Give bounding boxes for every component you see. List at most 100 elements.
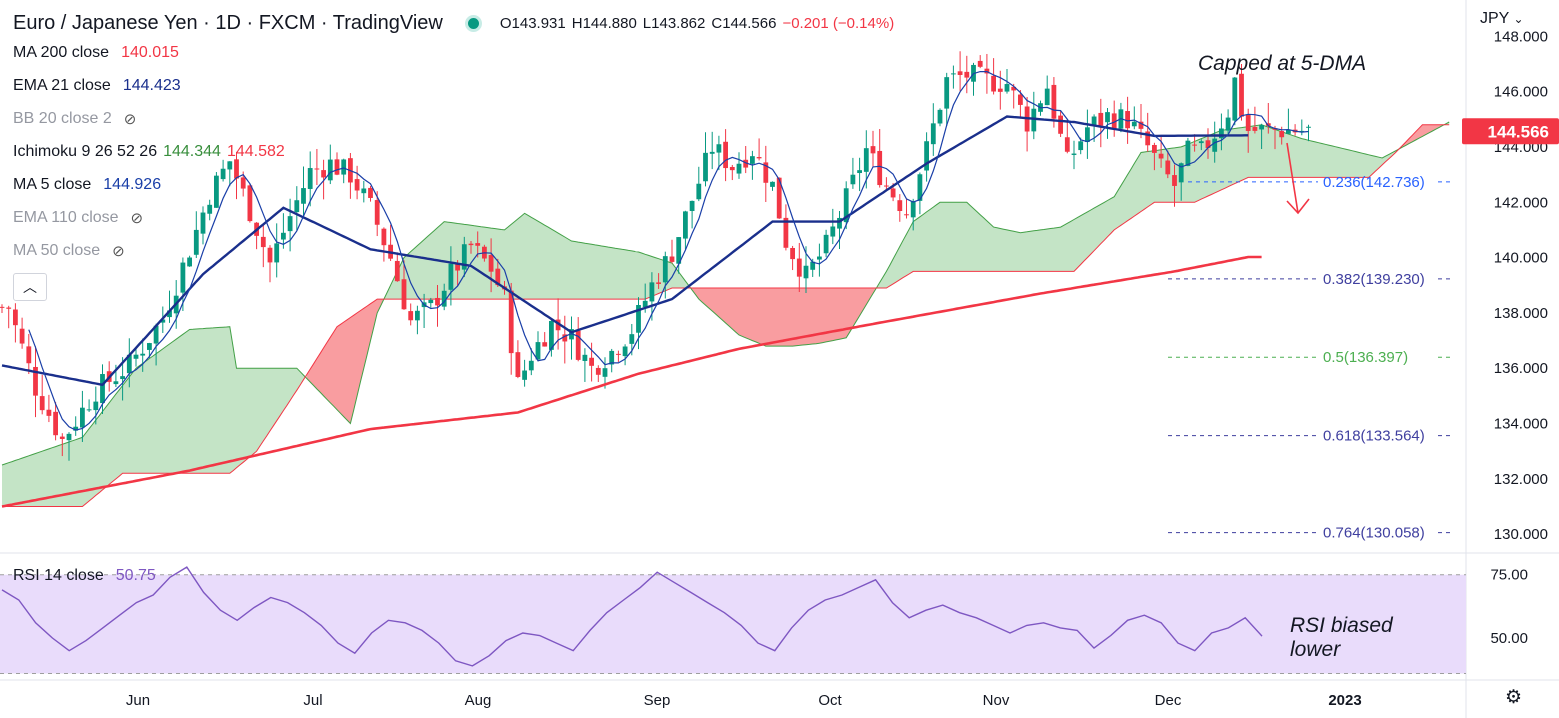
candle-bullish — [341, 159, 347, 175]
candle-bearish — [1145, 131, 1151, 146]
gear-icon[interactable]: ⚙ — [1505, 687, 1523, 708]
currency-label: JPY — [1480, 10, 1510, 27]
candle-bullish — [910, 200, 916, 218]
indicator-value-2: 144.582 — [226, 142, 285, 160]
candle-bearish — [508, 290, 514, 354]
candle-bullish — [1085, 127, 1090, 143]
candle-bearish — [240, 177, 246, 189]
eye-crossed-icon[interactable]: ⊘ — [112, 242, 125, 260]
candle-bearish — [354, 179, 360, 191]
candle-bullish — [180, 262, 186, 293]
candle-bullish — [930, 123, 936, 145]
indicator-ma5[interactable]: MA 5 close 144.926 — [13, 168, 894, 201]
candle-bullish — [1219, 128, 1224, 139]
symbol-title[interactable]: Euro / Japanese Yen · 1D · FXCM · Tradin… — [13, 11, 443, 34]
price-tick-label: 138.000 — [1494, 305, 1548, 322]
candle-bullish — [200, 212, 206, 234]
candle-bearish — [1265, 123, 1271, 126]
candle-bullish — [1178, 163, 1184, 183]
candle-bearish — [763, 162, 769, 183]
eye-crossed-icon[interactable]: ⊘ — [123, 110, 137, 128]
candle-bearish — [964, 71, 970, 78]
indicator-ichimoku[interactable]: Ichimoku 9 26 52 26 144.344 144.582 — [13, 135, 894, 168]
candle-bullish — [609, 350, 615, 365]
ma5-line — [28, 71, 1309, 431]
candle-bearish — [374, 200, 380, 225]
candle-bearish — [1152, 144, 1157, 153]
candle-bullish — [287, 216, 293, 232]
candle-bearish — [314, 168, 320, 170]
candle-bearish — [1245, 114, 1251, 131]
chevron-up-icon[interactable]: ︿ — [13, 273, 47, 301]
candle-bearish — [1051, 84, 1057, 119]
candle-bearish — [455, 262, 460, 271]
senkou-span-b — [2, 124, 1450, 507]
symbol-header[interactable]: Euro / Japanese Yen · 1D · FXCM · Tradin… — [13, 10, 894, 36]
arrow-shaft — [1286, 142, 1299, 214]
candle-bearish — [1064, 137, 1070, 152]
indicator-value: 144.926 — [103, 175, 162, 193]
candle-bearish — [26, 346, 32, 364]
candle-bullish — [689, 200, 695, 211]
change-value: −0.201 (−0.14%) — [782, 14, 895, 32]
candle-bullish — [153, 325, 159, 344]
candle-bullish — [80, 407, 85, 428]
candle-bearish — [334, 159, 340, 175]
indicator-label: EMA 110 close — [13, 208, 119, 226]
indicator-ma200[interactable]: MA 200 close 140.015 — [13, 36, 894, 69]
fibonacci-levels: 0.236(142.736) 0.382(139.230) 0.5(136.397)… — [1168, 174, 1450, 542]
price-tick-label: 134.000 — [1494, 416, 1548, 433]
price-axis[interactable]: 130.000 132.000 134.000 136.000 138.000 140.0… — [1462, 28, 1559, 647]
candle-bearish — [542, 342, 548, 347]
candle-bullish — [951, 73, 956, 75]
candle-bullish — [857, 170, 862, 174]
eye-crossed-icon[interactable]: ⊘ — [130, 209, 144, 227]
rsi-pane — [0, 566, 1466, 674]
time-tick-label: Jul — [303, 692, 322, 709]
rsi-annotation-line1: RSI biased — [1290, 614, 1393, 637]
indicator-ma50[interactable]: MA 50 close ⊘ — [13, 234, 894, 267]
price-tick-label: 130.000 — [1494, 526, 1548, 543]
candle-bullish — [716, 144, 722, 153]
candle-bullish — [696, 183, 702, 200]
candle-bearish — [997, 88, 1003, 92]
cloud-bullish — [383, 213, 693, 300]
candle-bullish — [1078, 141, 1084, 151]
indicator-ema110[interactable]: EMA 110 close ⊘ — [13, 201, 894, 234]
candle-bullish — [817, 256, 822, 260]
candle-bullish — [549, 320, 554, 350]
fib-label: 0.236(142.736) — [1323, 174, 1425, 191]
candle-bullish — [301, 188, 306, 204]
candle-bearish — [267, 247, 273, 263]
candle-bearish — [321, 170, 326, 178]
indicator-ema21[interactable]: EMA 21 close 144.423 — [13, 69, 894, 102]
candle-bullish — [1004, 84, 1010, 92]
indicator-label: Ichimoku 9 26 52 26 — [13, 142, 158, 160]
time-tick-label: Jun — [126, 692, 150, 709]
candle-bullish — [167, 310, 172, 318]
candle-bearish — [515, 352, 521, 377]
chevron-down-icon: ⌄ — [1513, 12, 1524, 26]
candle-bullish — [1198, 141, 1204, 144]
candle-bearish — [743, 159, 749, 168]
candle-bearish — [957, 71, 963, 75]
candle-bearish — [1011, 86, 1017, 91]
candle-bearish — [977, 60, 983, 67]
time-axis[interactable]: Jun Jul Aug Sep Oct Nov Dec 2023 — [126, 692, 1362, 709]
currency-selector[interactable]: JPY ⌄ — [1480, 10, 1524, 28]
candle-bullish — [1131, 121, 1137, 127]
candle-bearish — [247, 185, 253, 222]
low-value: L143.862 — [642, 14, 706, 32]
rsi-legend[interactable]: RSI 14 close 50.75 — [13, 567, 156, 585]
candle-bearish — [1205, 140, 1211, 149]
cloud-bullish — [876, 124, 1403, 288]
rsi-tick-label: 50.00 — [1490, 630, 1528, 647]
indicator-bb20[interactable]: BB 20 close 2 ⊘ — [13, 102, 894, 135]
candle-bullish — [1286, 130, 1291, 134]
candle-bearish — [6, 307, 12, 309]
arrow-head — [1286, 198, 1310, 215]
indicator-value: 140.015 — [121, 43, 179, 61]
price-tick-label: 136.000 — [1494, 360, 1548, 377]
candle-bullish — [120, 376, 125, 380]
